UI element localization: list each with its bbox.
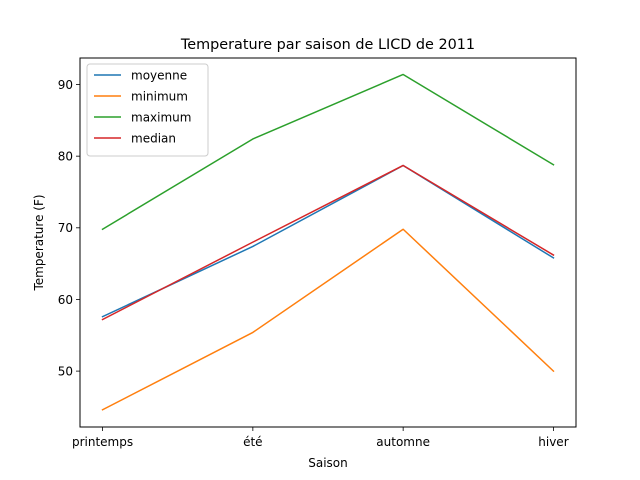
y-tick-label: 60	[58, 293, 73, 307]
x-tick-label: automne	[376, 435, 430, 449]
y-tick-label: 90	[58, 78, 73, 92]
series-lines	[101, 73, 555, 411]
legend-label-maximum: maximum	[131, 110, 191, 124]
legend-label-median: median	[131, 131, 176, 145]
x-tick-label: été	[243, 435, 262, 449]
x-axis-label: Saison	[308, 456, 348, 470]
x-tick-label: hiver	[538, 435, 568, 449]
x-axis: printemps été automne hiver	[72, 427, 569, 449]
series-line-minimum	[101, 228, 555, 411]
plot-frame	[79, 57, 577, 428]
y-tick-label: 80	[58, 149, 73, 163]
series-line-maximum	[101, 73, 555, 231]
y-tick-label: 70	[58, 221, 73, 235]
legend-label-minimum: minimum	[131, 89, 188, 103]
series-line-median	[101, 164, 555, 321]
y-axis: 50 60 70 80 90	[58, 78, 80, 378]
legend-box	[86, 63, 209, 157]
y-axis-label: Temperature (F)	[32, 194, 46, 291]
x-tick-label: printemps	[72, 435, 133, 449]
y-tick-label: 50	[58, 364, 73, 378]
legend: moyenne minimum maximum median	[86, 63, 209, 157]
legend-label-moyenne: moyenne	[131, 68, 187, 82]
chart-title: Temperature par saison de LICD de 2011	[180, 37, 475, 53]
